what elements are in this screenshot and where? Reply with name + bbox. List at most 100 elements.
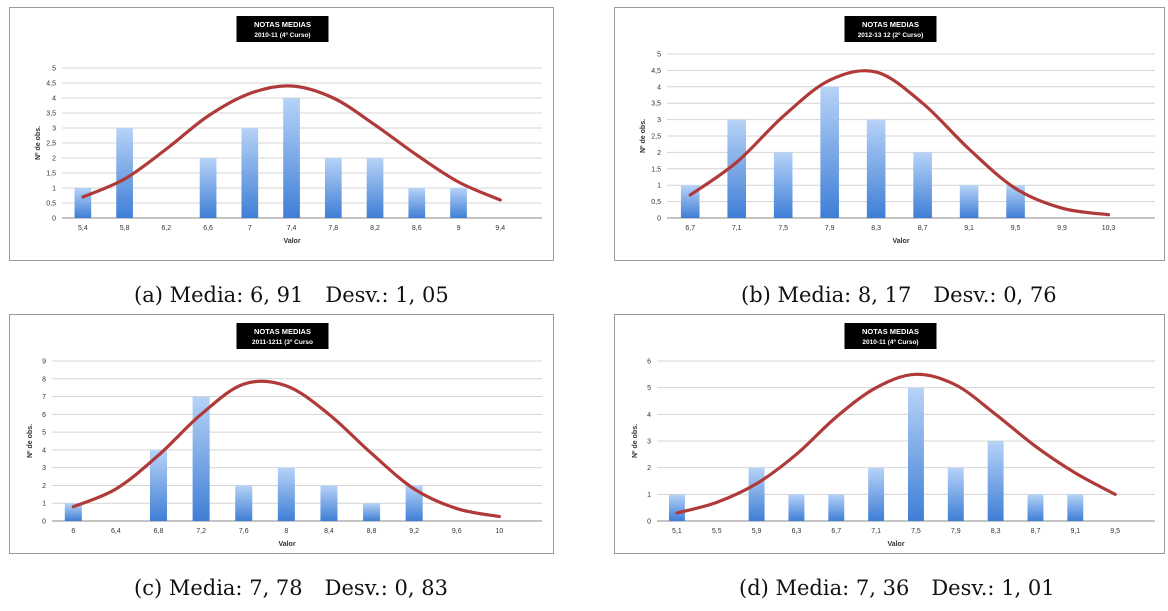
caption-d-label: (d) Media: xyxy=(739,576,850,600)
caption-d-dev-label: Desv.: xyxy=(931,576,995,600)
y-tick-label: 2 xyxy=(42,483,46,490)
bar xyxy=(366,158,384,218)
x-tick-label: 9,9 xyxy=(1057,225,1067,232)
y-tick-label: 2 xyxy=(647,465,651,472)
y-tick-label: 2 xyxy=(52,156,56,163)
y-tick-label: 2,5 xyxy=(46,141,56,148)
x-tick-label: 8,6 xyxy=(412,225,422,232)
x-tick-label: 5,9 xyxy=(752,528,762,535)
normal-curve xyxy=(675,372,1117,515)
x-tick-label: 5,5 xyxy=(712,528,722,535)
caption-a-dev: 1, 05 xyxy=(395,283,449,307)
bar xyxy=(773,152,793,218)
y-tick-label: 0,5 xyxy=(651,199,661,206)
chart-title-box xyxy=(844,323,937,349)
caption-a-label: (a) Media: xyxy=(134,283,244,307)
y-tick-label: 5 xyxy=(42,430,46,437)
x-tick-label: 7,6 xyxy=(239,528,249,535)
caption-b-dev-label: Desv.: xyxy=(933,283,997,307)
x-tick-label: 8,3 xyxy=(871,225,881,232)
caption-a-mean: 6, 91 xyxy=(249,283,304,307)
bar xyxy=(408,188,426,218)
bar xyxy=(668,494,685,521)
bar xyxy=(74,188,92,218)
x-tick-label: 6,7 xyxy=(831,528,841,535)
y-tick-label: 3 xyxy=(52,126,56,133)
caption-b: (b) Media: 8, 17 Desv.: 0, 76 xyxy=(741,283,1057,307)
caption-b-dev: 0, 76 xyxy=(1003,283,1057,307)
chart-panel-c: NOTAS MEDIAS 2011-1211 (3º Curso 0 1 2 3 4 5 6 7 8… xyxy=(9,314,554,554)
bar xyxy=(987,441,1004,521)
x-axis-label: Valor xyxy=(278,541,295,548)
bar xyxy=(277,467,295,521)
bar xyxy=(959,185,979,218)
x-tick-label: 8,7 xyxy=(918,225,928,232)
bar xyxy=(913,152,932,218)
bar xyxy=(241,128,259,218)
y-tick-label: 7 xyxy=(42,394,46,401)
x-tick-label: 6,2 xyxy=(161,225,171,232)
x-tick-label: 9,2 xyxy=(409,528,419,535)
bar xyxy=(820,86,839,218)
y-tick-label: 1 xyxy=(657,183,661,190)
x-axis-label: Valor xyxy=(887,541,904,548)
x-tick-label: 7,5 xyxy=(911,528,921,535)
y-tick-label: 4,5 xyxy=(651,68,661,75)
normal-curve xyxy=(688,69,1111,217)
y-tick-label: 3 xyxy=(647,439,651,446)
caption-a-dev-label: Desv.: xyxy=(325,283,389,307)
x-tick-label: 7,5 xyxy=(778,225,788,232)
x-tick-label: 9,1 xyxy=(1070,528,1080,535)
y-tick-label: 1 xyxy=(647,492,651,499)
chart-subtitle: 2012-13 12 (2º Curso) xyxy=(858,32,924,39)
x-tick-label: 5,4 xyxy=(78,225,88,232)
x-tick-label: 7,1 xyxy=(732,225,742,232)
chart-title-box xyxy=(236,323,329,349)
x-tick-label: 6,7 xyxy=(685,225,695,232)
y-axis-label: Nº de obs. xyxy=(35,126,42,160)
bar xyxy=(788,494,805,521)
y-tick-label: 8 xyxy=(42,376,46,383)
bar xyxy=(363,503,381,521)
chart-title: NOTAS MEDIAS xyxy=(862,20,919,29)
x-tick-label: 9,6 xyxy=(452,528,462,535)
bar xyxy=(116,128,133,218)
bar xyxy=(405,485,423,521)
bar xyxy=(450,188,467,218)
bar xyxy=(727,119,747,218)
bar xyxy=(947,467,964,521)
x-tick-label: 7,4 xyxy=(287,225,297,232)
bar xyxy=(1067,494,1084,521)
x-tick-label: 6,4 xyxy=(111,528,121,535)
caption-d-mean: 7, 36 xyxy=(855,576,910,600)
y-tick-label: 3,5 xyxy=(46,111,56,118)
x-tick-label: 7,1 xyxy=(871,528,881,535)
bar xyxy=(1006,185,1025,218)
y-tick-label: 5 xyxy=(52,66,56,73)
caption-c-dev-label: Desv.: xyxy=(324,576,388,600)
x-tick-label: 8,7 xyxy=(1031,528,1041,535)
y-tick-label: 2,5 xyxy=(651,134,661,141)
x-tick-label: 8,2 xyxy=(370,225,380,232)
x-tick-label: 9,5 xyxy=(1110,528,1120,535)
x-tick-label: 7,9 xyxy=(825,225,835,232)
normal-curve xyxy=(81,84,502,202)
y-tick-label: 4 xyxy=(647,412,651,419)
chart-title: NOTAS MEDIAS xyxy=(862,327,919,336)
bar xyxy=(192,396,210,521)
y-tick-label: 5 xyxy=(647,385,651,392)
x-tick-label: 9,4 xyxy=(495,225,505,232)
caption-d: (d) Media: 7, 36 Desv.: 1, 01 xyxy=(739,576,1055,600)
bar xyxy=(866,119,886,218)
y-tick-label: 4 xyxy=(657,84,661,91)
x-tick-label: 7,8 xyxy=(328,225,338,232)
bar xyxy=(320,485,338,521)
caption-c-label: (c) Media: xyxy=(134,576,243,600)
bar xyxy=(1027,494,1044,521)
caption-c-mean: 7, 78 xyxy=(249,576,303,600)
chart-panel-b: NOTAS MEDIAS 2012-13 12 (2º Curso) 0 0,5 1 1,… xyxy=(614,7,1165,261)
y-tick-label: 9 xyxy=(42,359,46,366)
x-tick-label: 5,8 xyxy=(120,225,130,232)
bar xyxy=(748,467,765,521)
x-tick-label: 6,3 xyxy=(792,528,802,535)
